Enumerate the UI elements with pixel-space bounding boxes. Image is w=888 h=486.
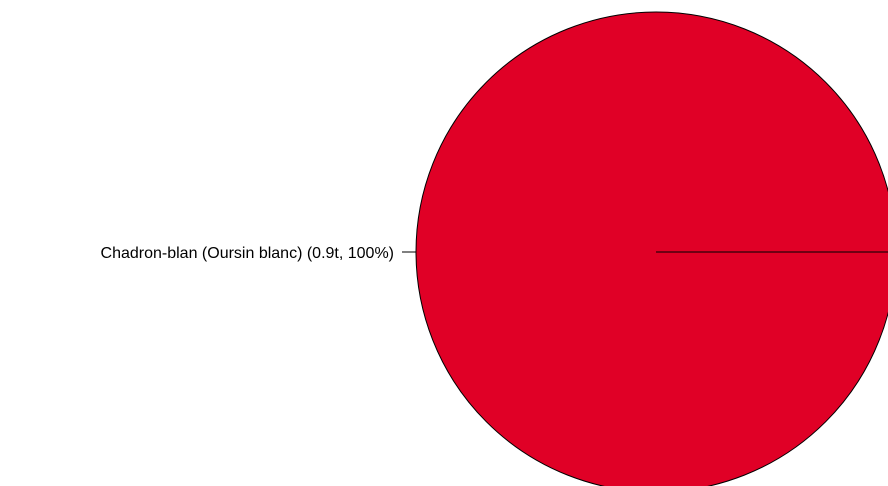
pie-slices bbox=[415, 11, 888, 486]
pie-labels: Chadron-blan (Oursin blanc) (0.9t, 100%) bbox=[101, 245, 416, 262]
pie-slice bbox=[415, 11, 888, 486]
slice-label: Chadron-blan (Oursin blanc) (0.9t, 100%) bbox=[101, 245, 394, 262]
